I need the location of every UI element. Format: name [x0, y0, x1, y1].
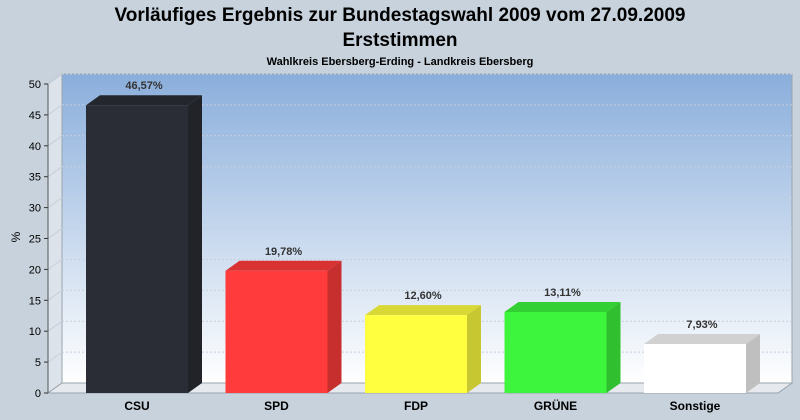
- x-tick-label: CSU: [124, 399, 149, 413]
- data-label: 19,78%: [265, 246, 303, 258]
- bar-side: [188, 95, 202, 394]
- gridline-wall: [47, 73, 63, 85]
- bar-front: [365, 315, 467, 393]
- bar-top: [504, 301, 621, 312]
- bars: 46,57% 19,78% 12,60% 13,11% 7,93%: [86, 80, 760, 394]
- y-tick-label: 45: [29, 110, 41, 122]
- data-label: 12,60%: [404, 290, 442, 302]
- y-axis-label: %: [9, 231, 23, 242]
- bar-side: [467, 305, 481, 393]
- bar-top: [644, 333, 760, 344]
- y-axis: 0 5 10 15 20 25 30 35 40 45 50: [29, 79, 49, 400]
- y-tick-label: 30: [29, 203, 41, 215]
- gridline-wall: [47, 166, 63, 178]
- gridline-wall: [47, 258, 63, 270]
- gridline-wall: [47, 197, 63, 209]
- bar-side: [327, 260, 342, 393]
- data-label: 13,11%: [544, 287, 581, 299]
- bar-front: [644, 343, 746, 393]
- chart-subtitle: Wahlkreis Ebersberg-Erding - Landkreis E…: [267, 56, 534, 68]
- data-label: 46,57%: [125, 80, 163, 92]
- bar-side: [606, 301, 621, 393]
- gridline-wall: [47, 228, 63, 239]
- y-tick-label: 35: [29, 172, 41, 184]
- gridline-wall: [47, 351, 63, 363]
- y-tick-label: 15: [29, 295, 41, 307]
- y-tick-label: 10: [29, 326, 41, 338]
- gridline-wall: [47, 104, 63, 116]
- chart-title-line2: Erststimmen: [342, 30, 457, 51]
- bar-top: [365, 305, 481, 316]
- y-tick-label: 0: [35, 388, 41, 400]
- gridline-wall: [47, 135, 63, 147]
- x-tick-label: Sonstige: [670, 399, 721, 413]
- data-label: 7,93%: [686, 319, 717, 331]
- y-tick-label: 5: [35, 357, 41, 369]
- y-tick-label: 50: [29, 79, 41, 91]
- bar-spd: [225, 260, 342, 393]
- bar-sonstige: [644, 333, 760, 393]
- bar-grüne: [504, 301, 621, 393]
- y-tick-label: 20: [29, 264, 41, 276]
- y-tick-label: 25: [29, 234, 41, 246]
- x-tick-label: SPD: [264, 399, 289, 413]
- bar-front: [225, 270, 328, 393]
- bar-fdp: [365, 305, 481, 393]
- y-tick-label: 40: [29, 141, 41, 153]
- bar-top: [86, 95, 202, 106]
- chart-title-line1: Vorläufiges Ergebnis zur Bundestagswahl …: [115, 5, 686, 26]
- x-tick-label: FDP: [404, 399, 428, 413]
- x-tick-label: GRÜNE: [534, 398, 577, 413]
- x-axis: CSU SPD FDP GRÜNE Sonstige: [124, 398, 720, 413]
- bar-side: [746, 333, 760, 393]
- bar-front: [504, 311, 607, 393]
- bar-csu: [86, 95, 202, 394]
- bar-top: [225, 260, 342, 271]
- gridline-wall: [47, 289, 63, 301]
- bar-front: [86, 105, 188, 394]
- gridline-wall: [47, 320, 63, 332]
